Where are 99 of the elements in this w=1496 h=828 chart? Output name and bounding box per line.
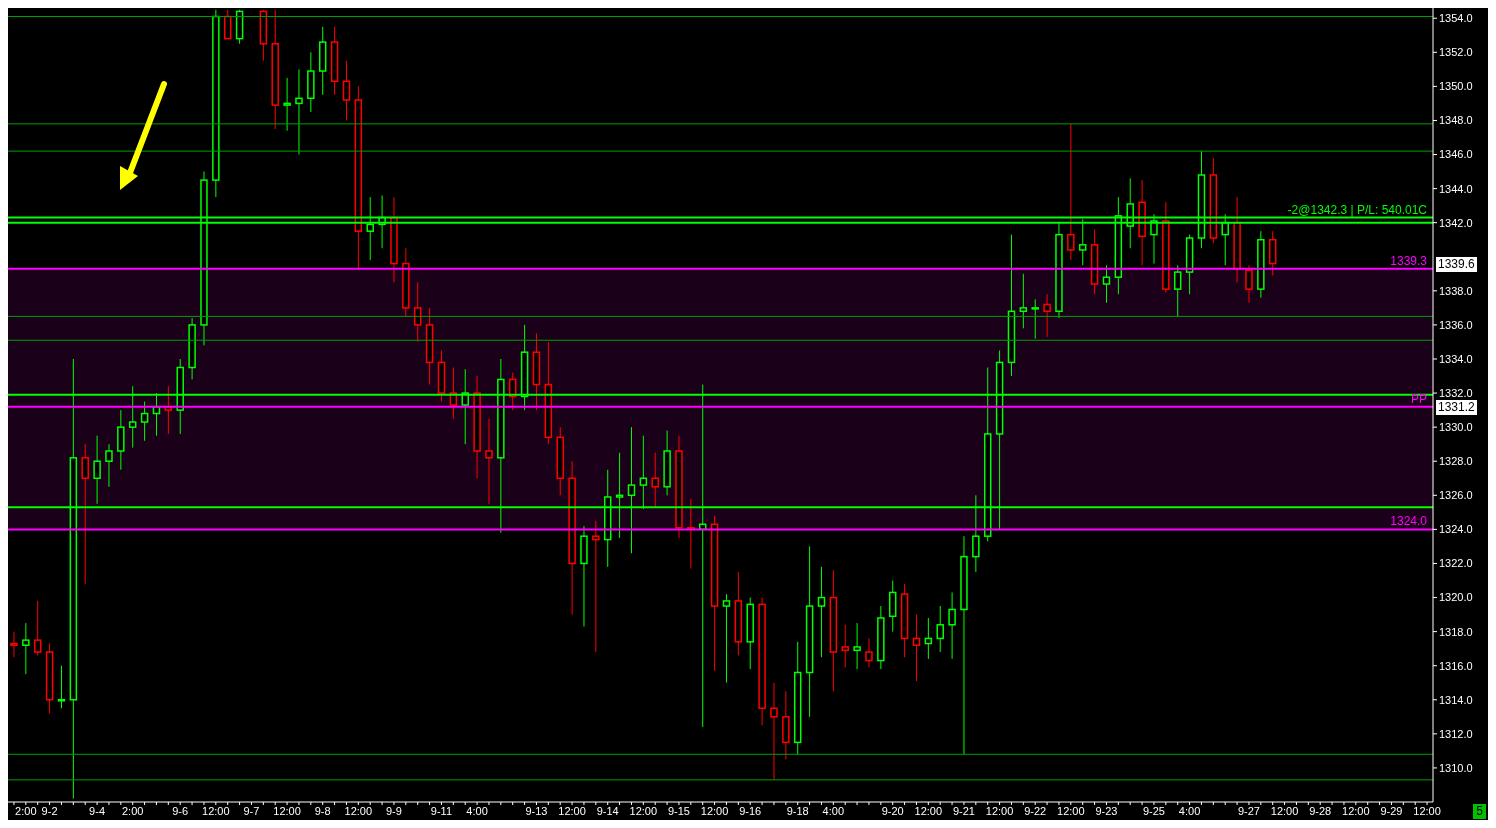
candlestick — [888, 580, 897, 633]
y-tick-label: 1330.0 — [1439, 421, 1473, 434]
candlestick — [81, 443, 89, 585]
candlestick — [1173, 264, 1182, 317]
candlestick — [1268, 230, 1277, 277]
y-tick-label: 1322.0 — [1439, 557, 1473, 570]
x-tick-label: 12:00 — [1413, 804, 1441, 817]
candlestick — [117, 409, 125, 471]
candlestick — [295, 68, 303, 156]
candlestick — [1043, 293, 1051, 338]
candlestick — [853, 622, 861, 670]
x-tick-label: 4:00 — [1178, 804, 1201, 817]
y-tick-label: 1346.0 — [1439, 148, 1473, 161]
y-tick-label: 1336.0 — [1439, 318, 1473, 331]
candlestick — [841, 624, 849, 668]
candlestick — [1067, 123, 1075, 261]
ref-line-label: PP — [1410, 391, 1427, 406]
x-tick-label: 12:00 — [1057, 804, 1085, 817]
y-tick-label: 1324.0 — [1439, 523, 1473, 536]
x-tick-label: 9-11 — [430, 804, 453, 817]
candlestick — [105, 443, 113, 488]
x-tick-label: 12:00 — [629, 804, 658, 817]
candlestick — [912, 614, 921, 682]
x-tick-label: 9-7 — [243, 804, 260, 817]
x-tick-label: 2:00 — [121, 804, 144, 817]
x-tick-label: 9-14 — [596, 804, 619, 817]
y-tick-label: 1312.0 — [1439, 727, 1473, 740]
candlestick — [57, 665, 66, 709]
x-tick-label: 12:00 — [1342, 804, 1370, 817]
y-tick-label: 1328.0 — [1439, 455, 1473, 468]
y-tick-label: 1318.0 — [1439, 625, 1473, 638]
x-tick-label: 12:00 — [202, 804, 230, 817]
y-tick-label: 1348.0 — [1439, 114, 1473, 127]
ref-line-label: -2@1342.3 | P/L: 540.01C — [1287, 202, 1428, 217]
candlestick — [22, 622, 30, 675]
y-tick-label: 1352.0 — [1439, 46, 1473, 59]
annotation: 1339.6 — [1435, 255, 1478, 273]
x-tick-label: 9-6 — [172, 804, 189, 817]
y-tick-label: 1316.0 — [1439, 659, 1473, 672]
y-tick-label: 1320.0 — [1439, 591, 1473, 604]
x-tick-label: 9-16 — [739, 804, 762, 817]
candlestick — [33, 600, 42, 656]
y-tick-label: 1342.0 — [1439, 216, 1473, 229]
x-tick-label: 9-28 — [1309, 804, 1332, 817]
y-tick-label: 1350.0 — [1439, 80, 1473, 93]
y-tick-label: 1338.0 — [1439, 284, 1473, 297]
ref-line-label: 1324.0 — [1390, 514, 1428, 529]
x-tick-label: 4:00 — [466, 804, 488, 817]
text: 5 — [1473, 804, 1486, 819]
x-tick-label: 12:00 — [273, 804, 301, 817]
x-tick-label: 12:00 — [985, 804, 1014, 817]
x-tick-label: 9-2 — [41, 804, 58, 817]
x-tick-label: 9-23 — [1095, 804, 1118, 817]
candlestick — [936, 605, 944, 653]
y-tick-label: 1354.0 — [1439, 12, 1473, 25]
candlestick — [817, 566, 826, 658]
x-tick-label: 9-29 — [1380, 804, 1403, 817]
candlestick — [770, 682, 778, 781]
candlestick — [485, 418, 493, 505]
y-tick-label: 1310.0 — [1439, 761, 1473, 774]
x-tick-label: 9-8 — [314, 804, 331, 817]
x-tick-label: 9-20 — [881, 804, 904, 817]
x-tick-label: 12:00 — [1270, 804, 1299, 817]
candlestick — [283, 77, 291, 132]
x-tick-label: 9-13 — [525, 804, 548, 817]
candlestick — [948, 591, 956, 660]
y-tick-label: 1334.0 — [1439, 352, 1473, 365]
x-tick-label: 9-9 — [385, 804, 402, 817]
x-tick-label: 12:00 — [344, 804, 373, 817]
x-tick-label: 12:00 — [914, 804, 943, 817]
candlestick — [1019, 273, 1028, 329]
x-tick-label: 9-21 — [952, 804, 975, 817]
y-tick-label: 1326.0 — [1439, 489, 1473, 502]
candlestick — [1102, 264, 1111, 304]
x-tick-label: 9-27 — [1237, 804, 1260, 817]
x-tick-label: 9-15 — [667, 804, 690, 817]
y-tick-label: 1332.0 — [1439, 386, 1473, 399]
candlestick — [865, 637, 873, 668]
x-tick-label: 9-25 — [1142, 804, 1165, 817]
candlestick — [93, 435, 101, 505]
x-tick-label: 9-18 — [786, 804, 809, 817]
x-tick-label: 12:00 — [700, 804, 729, 817]
x-tick-label: 9-22 — [1024, 804, 1047, 817]
candlestick — [140, 401, 149, 442]
candlestick — [1031, 298, 1039, 340]
annotation: 1331.2 — [1435, 398, 1478, 416]
candlestick — [342, 60, 351, 121]
ref-line-label: 1339.3 — [1390, 253, 1428, 268]
candlestick — [1245, 264, 1253, 304]
candlestick — [722, 593, 731, 684]
y-tick-label: 1344.0 — [1439, 182, 1473, 195]
x-tick-label: 2:00 — [15, 804, 37, 817]
x-tick-label: 12:00 — [558, 804, 586, 817]
y-tick-label: 1314.0 — [1439, 693, 1473, 706]
candlestick — [651, 452, 659, 508]
x-tick-label: 4:00 — [822, 804, 845, 817]
x-tick-label: 9-4 — [89, 804, 106, 817]
candlestick — [413, 281, 422, 343]
candlestick — [592, 520, 600, 653]
